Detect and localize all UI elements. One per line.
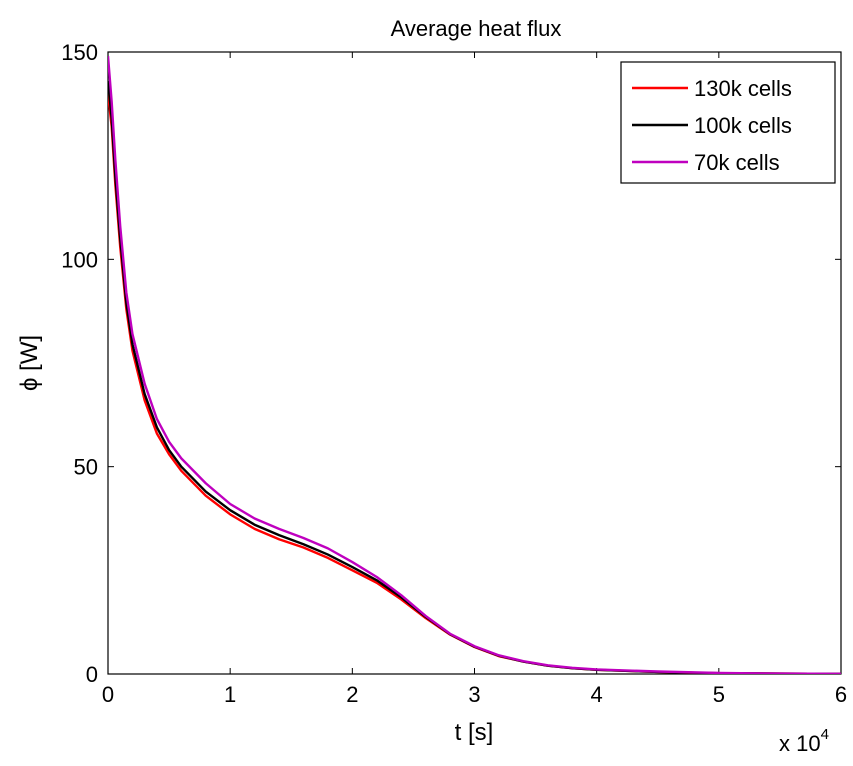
x-tick-label: 3 [468,682,480,707]
x-tick-label: 5 [713,682,725,707]
legend-label-130k-cells: 130k cells [694,76,792,101]
legend: 130k cells 100k cells 70k cells [620,61,836,184]
axis-tick-labels: 0 1 2 3 4 5 6 0 50 100 150 [61,40,847,707]
series-lines [108,56,841,674]
x-tick-label: 4 [591,682,603,707]
chart-title: Average heat flux [391,16,562,41]
x-tick-label: 2 [346,682,358,707]
x-tick-label: 6 [835,682,847,707]
y-tick-label: 0 [86,662,98,687]
series-line-70k-cells [108,56,841,674]
x-tick-label: 0 [102,682,114,707]
x-axis-label: t [s] [455,719,494,746]
svg-text:x 104: x 104 [779,726,829,756]
x-multiplier-base: x 10 [779,731,821,756]
y-axis-label: ϕ [W] [16,335,43,391]
legend-label-100k-cells: 100k cells [694,113,792,138]
axis-ticks [107,51,842,675]
legend-label-70k-cells: 70k cells [694,150,780,175]
x-multiplier-exponent: 4 [821,726,829,743]
x-axis-multiplier: x 104 [779,726,829,756]
y-tick-label: 100 [61,247,98,272]
y-tick-label: 50 [74,455,98,480]
x-tick-label: 1 [224,682,236,707]
y-tick-label: 150 [61,40,98,65]
